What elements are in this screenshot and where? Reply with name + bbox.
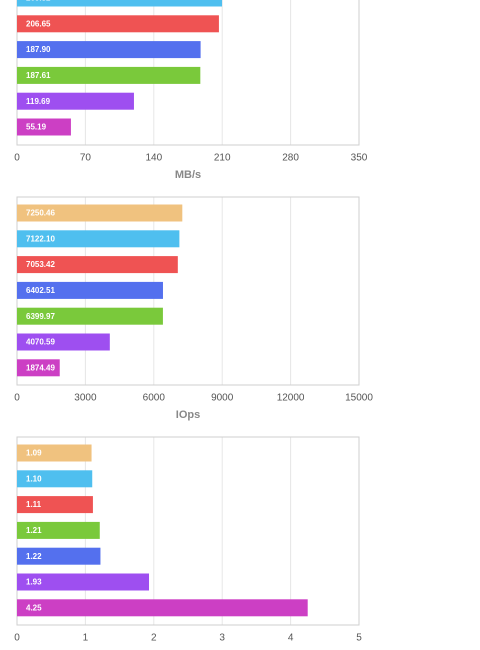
x-tick-label: 350 (351, 153, 368, 164)
bar (17, 41, 201, 59)
bar (17, 204, 183, 222)
bar (17, 230, 180, 248)
value-label: 1.09 (26, 449, 42, 458)
bar (17, 307, 163, 325)
bar (17, 256, 178, 274)
bar (17, 496, 93, 514)
bar (17, 359, 60, 377)
value-label: 1.21 (26, 526, 42, 535)
x-tick-label: 6000 (143, 393, 166, 404)
bar (17, 15, 219, 33)
value-label: 187.61 (26, 71, 51, 80)
x-tick-label: 2 (151, 633, 157, 644)
bar (17, 573, 150, 591)
value-label: 1.11 (26, 500, 42, 509)
value-label: 6402.51 (26, 286, 55, 295)
value-label: 206.65 (26, 19, 51, 28)
bar (17, 118, 71, 136)
bar (17, 444, 92, 462)
bar (17, 92, 134, 110)
value-label: 6399.97 (26, 312, 55, 321)
x-tick-label: 140 (145, 153, 162, 164)
bar (17, 0, 223, 7)
bar (17, 333, 110, 351)
value-label: 1.10 (26, 474, 42, 483)
x-tick-label: 0 (14, 393, 20, 404)
value-label: 7122.10 (26, 234, 55, 243)
x-tick-label: 3000 (74, 393, 97, 404)
x-tick-label: 0 (14, 633, 20, 644)
value-label: 119.69 (26, 97, 51, 106)
value-label: 7053.42 (26, 260, 55, 269)
value-label: 1.93 (26, 578, 42, 587)
x-tick-label: 15000 (345, 393, 373, 404)
x-tick-label: 210 (214, 153, 231, 164)
axis-title: MB/s (175, 169, 201, 181)
value-label: 7250.46 (26, 209, 55, 218)
x-tick-label: 1 (83, 633, 89, 644)
bar (17, 547, 101, 565)
value-label: 55.19 (26, 123, 47, 132)
bar (17, 66, 201, 84)
bar (17, 599, 308, 617)
bar (17, 281, 163, 299)
x-tick-label: 70 (80, 153, 92, 164)
value-label: 4070.59 (26, 338, 55, 347)
x-tick-label: 12000 (277, 393, 305, 404)
x-tick-label: 280 (282, 153, 299, 164)
value-label: 209.82 (26, 0, 51, 3)
plot-frame (16, 0, 360, 146)
value-label: 1.22 (26, 552, 42, 561)
value-label: 187.90 (26, 45, 51, 54)
x-tick-label: 3 (219, 633, 225, 644)
value-label: 1874.49 (26, 363, 55, 372)
bar (17, 521, 100, 539)
x-tick-label: 9000 (211, 393, 234, 404)
x-tick-label: 0 (14, 153, 20, 164)
axis-title: IOps (176, 409, 200, 421)
x-tick-label: 4 (288, 633, 294, 644)
x-tick-label: 5 (356, 633, 362, 644)
value-label: 4.25 (26, 603, 42, 612)
bar (17, 470, 93, 488)
